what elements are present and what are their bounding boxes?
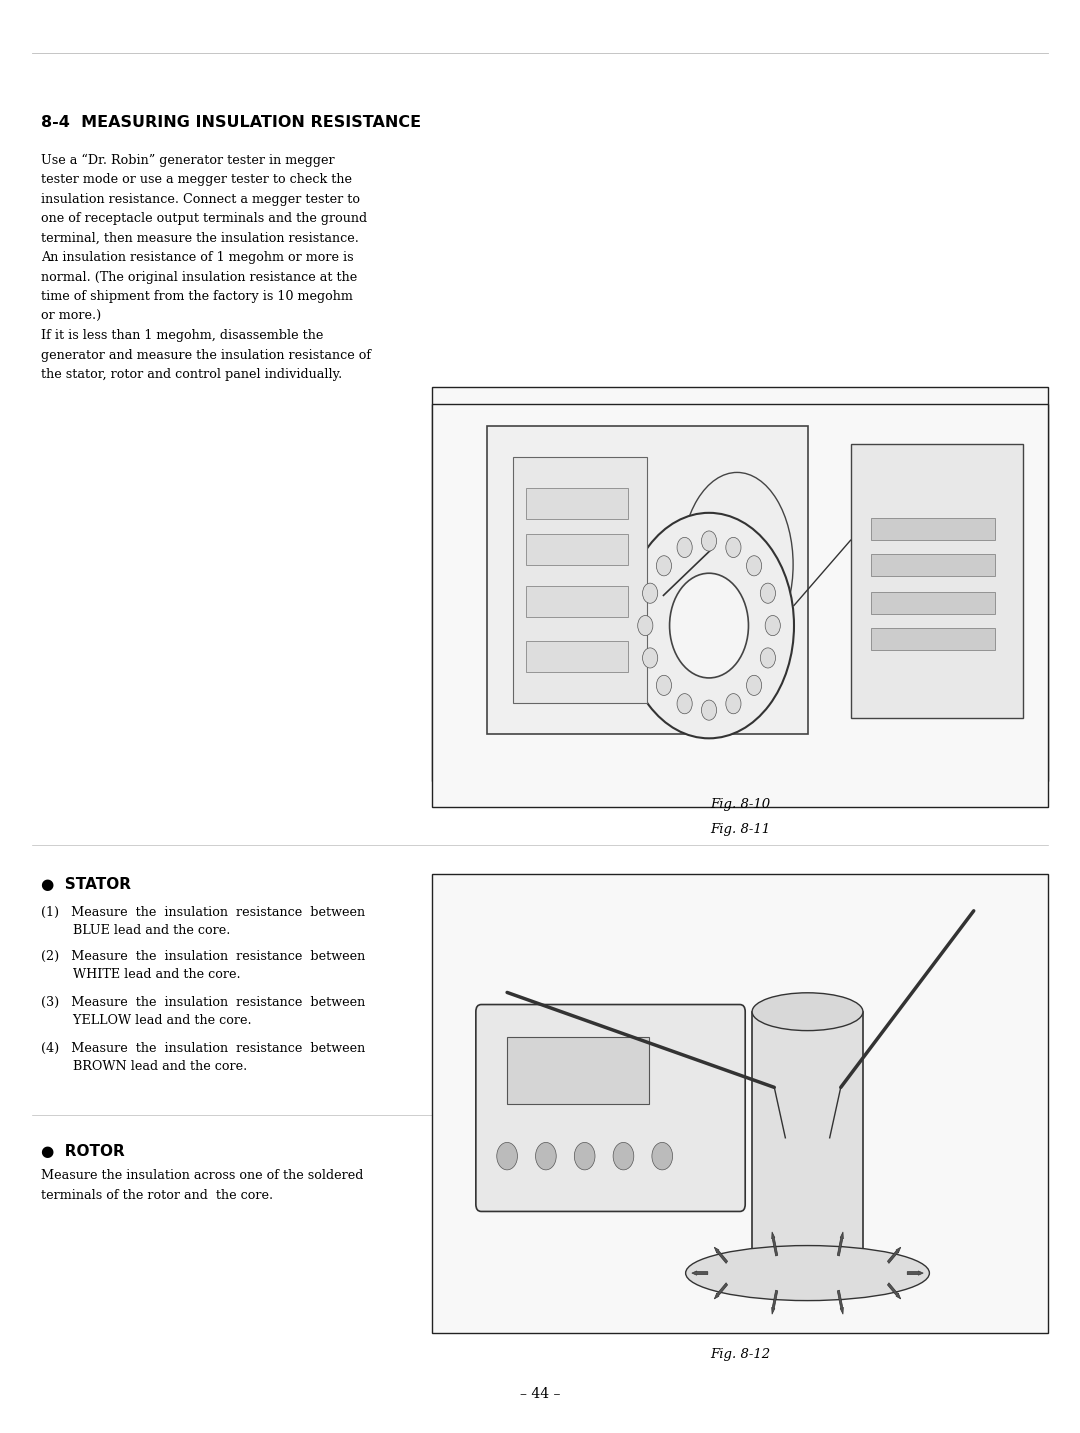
Text: Fig. 8-11: Fig. 8-11 bbox=[710, 823, 770, 835]
Ellipse shape bbox=[686, 1245, 930, 1301]
FancyArrow shape bbox=[837, 1290, 843, 1314]
Circle shape bbox=[536, 1142, 556, 1169]
Circle shape bbox=[670, 573, 748, 678]
FancyArrow shape bbox=[888, 1247, 901, 1264]
Circle shape bbox=[760, 648, 775, 668]
FancyArrow shape bbox=[888, 1283, 901, 1298]
Text: Measure the insulation across one of the soldered
terminals of the rotor and  th: Measure the insulation across one of the… bbox=[41, 1169, 363, 1202]
Circle shape bbox=[657, 675, 672, 695]
Bar bbox=[526, 535, 629, 565]
Circle shape bbox=[575, 1142, 595, 1169]
Circle shape bbox=[765, 616, 781, 636]
Circle shape bbox=[746, 556, 761, 576]
Circle shape bbox=[643, 583, 658, 603]
Bar bbox=[432, 387, 1048, 781]
Text: ●  STATOR: ● STATOR bbox=[41, 877, 131, 891]
Circle shape bbox=[677, 694, 692, 714]
Circle shape bbox=[497, 1142, 517, 1169]
Text: Use a “Dr. Robin” generator tester in megger
tester mode or use a megger tester : Use a “Dr. Robin” generator tester in me… bbox=[41, 153, 372, 381]
Text: ●  ROTOR: ● ROTOR bbox=[41, 1144, 125, 1158]
Text: Fig. 8-12: Fig. 8-12 bbox=[710, 1348, 770, 1361]
FancyArrow shape bbox=[714, 1283, 728, 1298]
Bar bbox=[872, 628, 996, 649]
Circle shape bbox=[746, 675, 761, 695]
Circle shape bbox=[701, 532, 717, 552]
Bar bbox=[752, 1012, 863, 1264]
FancyArrow shape bbox=[772, 1232, 778, 1255]
FancyArrow shape bbox=[692, 1271, 707, 1275]
Text: 8-4  MEASURING INSULATION RESISTANCE: 8-4 MEASURING INSULATION RESISTANCE bbox=[41, 115, 421, 129]
Bar bbox=[432, 404, 1048, 807]
Bar bbox=[872, 519, 996, 540]
Circle shape bbox=[613, 1142, 634, 1169]
Text: – 44 –: – 44 – bbox=[519, 1387, 561, 1401]
Text: (3)   Measure  the  insulation  resistance  between
        YELLOW lead and the : (3) Measure the insulation resistance be… bbox=[41, 996, 365, 1027]
Text: (1)   Measure  the  insulation  resistance  between
        BLUE lead and the co: (1) Measure the insulation resistance be… bbox=[41, 906, 365, 937]
Circle shape bbox=[652, 1142, 673, 1169]
Text: Fig. 8-10: Fig. 8-10 bbox=[710, 798, 770, 811]
FancyArrow shape bbox=[714, 1247, 728, 1264]
Circle shape bbox=[677, 537, 692, 557]
FancyBboxPatch shape bbox=[476, 1005, 745, 1211]
Circle shape bbox=[701, 701, 717, 721]
Bar bbox=[487, 427, 808, 734]
Circle shape bbox=[624, 513, 794, 738]
Text: (4)   Measure  the  insulation  resistance  between
        BROWN lead and the c: (4) Measure the insulation resistance be… bbox=[41, 1042, 365, 1073]
Bar bbox=[432, 874, 1048, 1333]
Circle shape bbox=[643, 648, 658, 668]
Circle shape bbox=[760, 583, 775, 603]
Text: (2)   Measure  the  insulation  resistance  between
        WHITE lead and the c: (2) Measure the insulation resistance be… bbox=[41, 950, 365, 982]
Bar bbox=[872, 592, 996, 615]
Bar bbox=[508, 1036, 649, 1105]
Bar bbox=[872, 555, 996, 576]
Circle shape bbox=[637, 616, 653, 636]
FancyArrow shape bbox=[772, 1290, 778, 1314]
Circle shape bbox=[726, 694, 741, 714]
FancyArrow shape bbox=[837, 1232, 843, 1255]
Ellipse shape bbox=[752, 993, 863, 1030]
Circle shape bbox=[726, 537, 741, 557]
Bar bbox=[513, 457, 648, 704]
Bar bbox=[526, 586, 629, 616]
FancyBboxPatch shape bbox=[851, 444, 1023, 718]
Bar bbox=[526, 487, 629, 519]
Bar bbox=[526, 642, 629, 672]
Ellipse shape bbox=[681, 473, 793, 656]
FancyArrow shape bbox=[907, 1271, 923, 1275]
Circle shape bbox=[657, 556, 672, 576]
